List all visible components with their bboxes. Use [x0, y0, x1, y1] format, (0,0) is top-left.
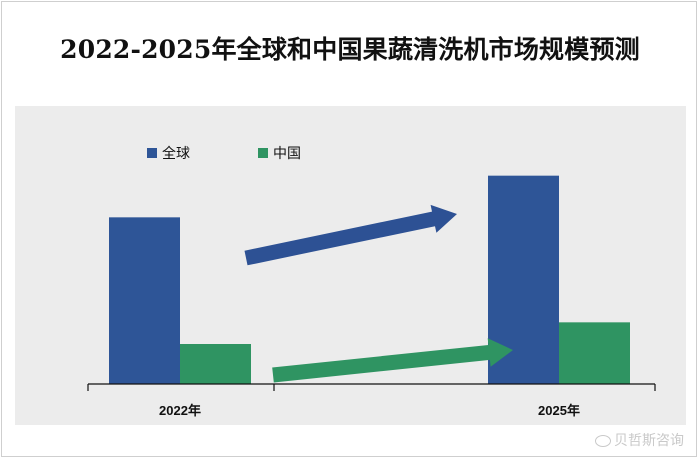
trend-arrow-global	[244, 204, 457, 266]
legend-swatch-1	[258, 148, 268, 158]
legend-swatch-0	[147, 148, 157, 158]
weibo-icon	[595, 435, 611, 447]
chart-title: 2022-2025年全球和中国果蔬清洗机市场规模预测	[60, 35, 640, 64]
trend-arrow-china	[272, 338, 513, 383]
bar-china-1	[559, 322, 630, 384]
watermark-text: 贝哲斯咨询	[614, 433, 684, 449]
x-tick-label-0: 2022年	[159, 403, 201, 418]
bar-china-0	[180, 344, 251, 384]
legend-label-1: 中国	[273, 146, 301, 162]
legend-label-0: 全球	[162, 145, 190, 162]
x-tick-label-1: 2025年	[538, 403, 580, 418]
watermark: 贝哲斯咨询	[595, 430, 684, 450]
bar-global-0	[109, 217, 180, 384]
